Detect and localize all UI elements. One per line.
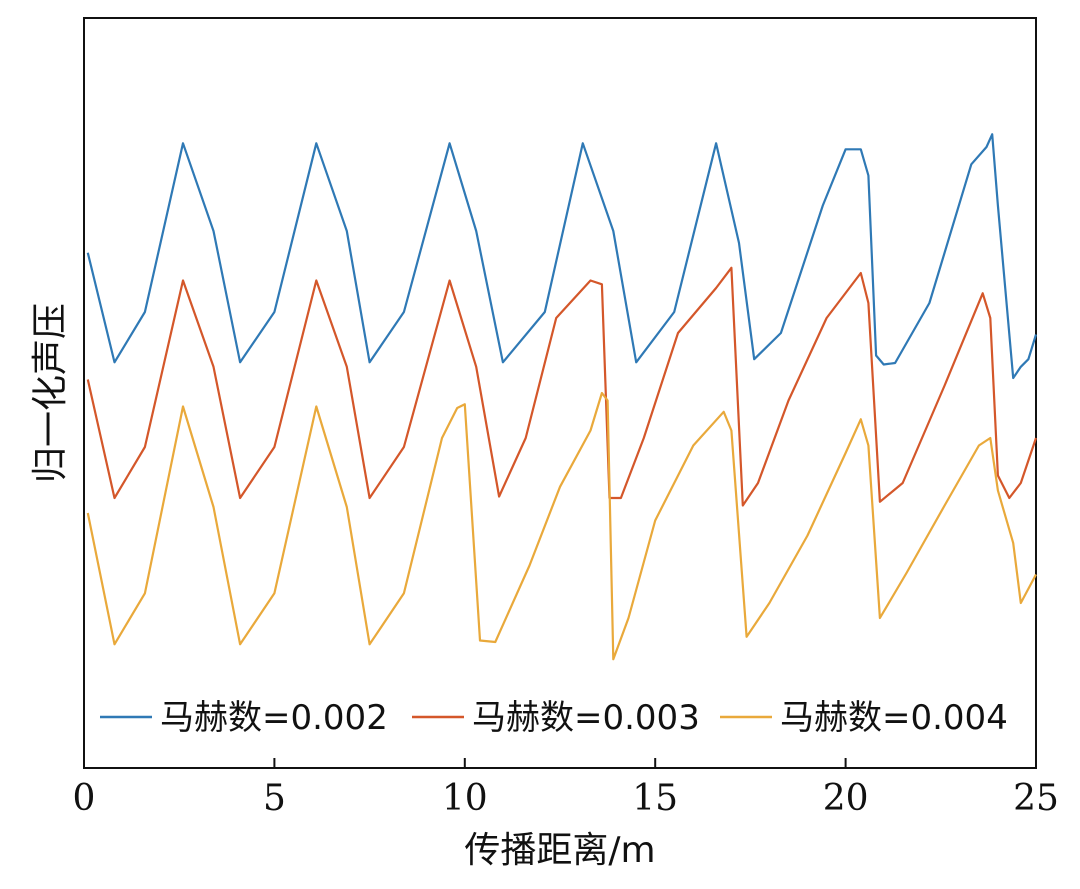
x-tick-label: 0	[73, 778, 96, 819]
legend-label-1: 马赫数=0.002	[160, 698, 388, 738]
x-axis-label: 传播距离/m	[464, 830, 655, 871]
plot-frame	[83, 17, 1037, 769]
legend: 马赫数=0.002 马赫数=0.003 马赫数=0.004	[100, 698, 1008, 738]
x-tick-label: 5	[263, 778, 286, 819]
series-line-2	[86, 266, 1038, 507]
x-tick-label: 20	[823, 778, 869, 819]
x-tick-label: 15	[632, 778, 678, 819]
legend-label-3: 马赫数=0.004	[780, 698, 1008, 738]
plot-area	[83, 17, 1038, 769]
x-tick-label: 25	[1013, 778, 1059, 819]
series-line-3	[86, 391, 1037, 661]
series-line-1	[86, 133, 1038, 380]
legend-label-2: 马赫数=0.003	[472, 698, 700, 738]
y-axis-label: 归一化声压	[30, 303, 71, 483]
x-axis-ticks: 0 5 10 15 20 25	[73, 758, 1059, 819]
series-layer	[86, 133, 1038, 661]
x-tick-label: 10	[442, 778, 488, 819]
